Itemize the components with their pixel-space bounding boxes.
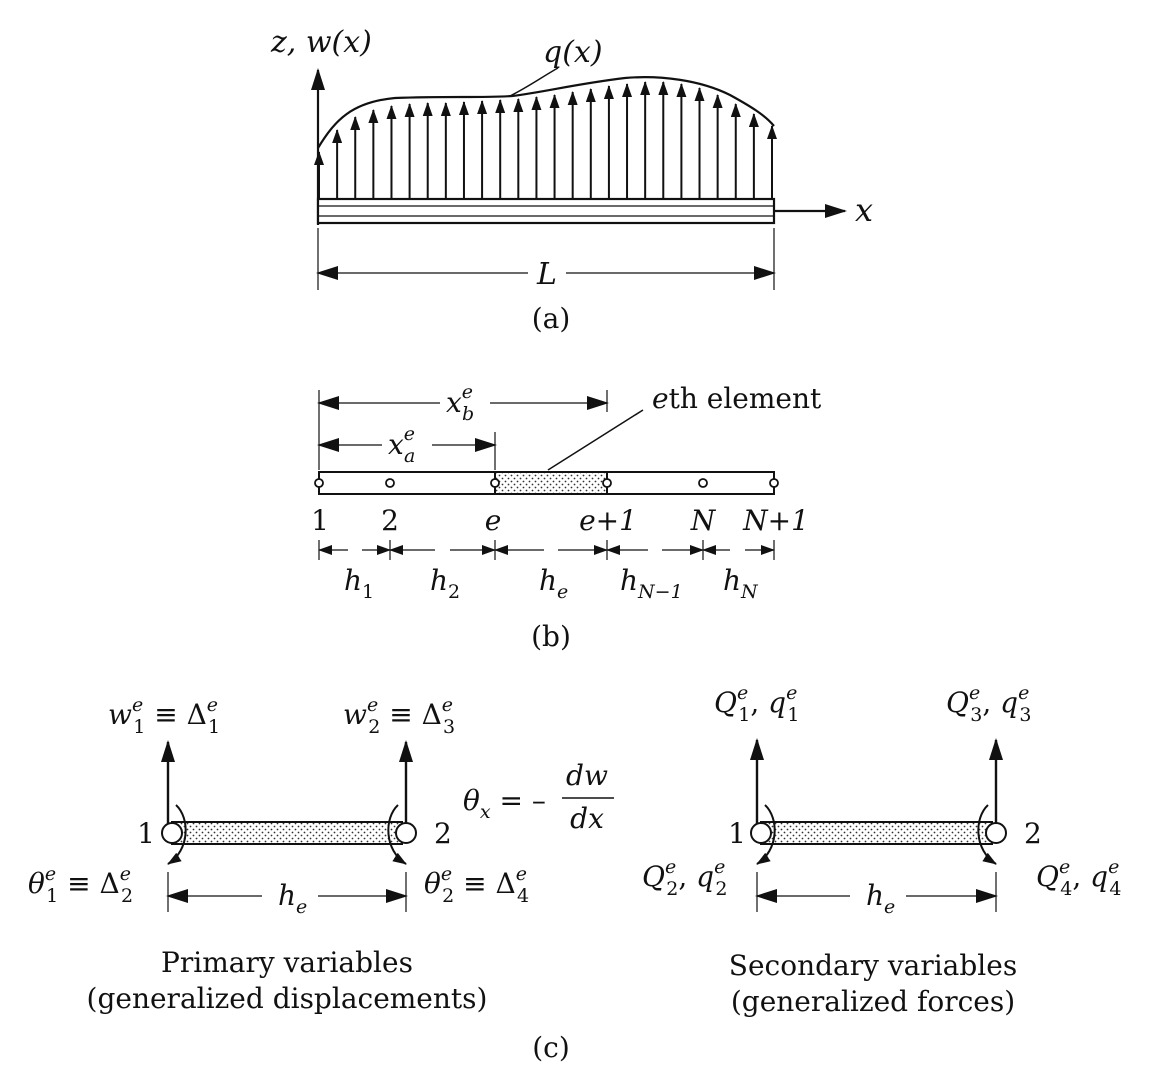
panel-a: z, w(x) x q(x) L (a): [270, 25, 873, 335]
q2-label: Qe 2, qe 2: [642, 856, 727, 900]
primary-length-label: he: [278, 879, 307, 918]
q1-label: Qe 1, qe 1: [714, 682, 799, 726]
primary-node-label-1: 1: [137, 817, 155, 850]
node-label-2: 2: [381, 504, 399, 537]
panel-c-primary: we 1 ≡ Δe 1 we 2 ≡ Δe 3 1 2 θe 1 ≡ Δe 2 θe 2 ≡ …: [28, 694, 529, 1015]
panel-c-secondary: Qe 1, qe 1 Qe 3, qe 3 1 2 Qe 2, qe 2 Qe 4, qe 4 …: [642, 682, 1121, 1018]
panel-b: xe b xe a eth element 1 2 e e+1 N N+1: [311, 381, 822, 653]
secondary-element-bar: [760, 821, 993, 845]
w2-label: we 2 ≡ Δe 3: [343, 694, 455, 738]
span-label-hn: hN: [723, 564, 759, 603]
theta2-rotation-arrow: [387, 804, 407, 865]
node-label-e-plus-1: e+1: [579, 504, 637, 537]
node-label-n-plus-1: N+1: [742, 504, 809, 537]
mesh-node: [602, 478, 612, 488]
secondary-node-label-1: 1: [728, 817, 746, 850]
span-label-hn-minus-1: hN−1: [620, 564, 683, 603]
xb-label: xe b: [446, 381, 474, 425]
primary-title-line2: (generalized displacements): [87, 982, 488, 1015]
span-label-he: he: [539, 564, 568, 603]
length-label: L: [536, 257, 557, 292]
primary-element-bar: [171, 821, 403, 845]
x-axis-label: x: [855, 191, 873, 229]
mesh-nodes: [314, 478, 779, 488]
beam: [316, 197, 776, 225]
theta-numerator: dw: [566, 759, 608, 792]
theta-lhs: θx = –: [463, 784, 546, 823]
load-label-leader: [509, 67, 559, 97]
node-label-n: N: [690, 504, 717, 537]
span-dimensions: [318, 540, 775, 560]
distributed-load-arrows: [314, 81, 777, 199]
span-label-h1: h1: [344, 564, 374, 603]
mesh-node: [490, 478, 500, 488]
node-label-e: e: [485, 504, 502, 537]
xa-label: xe a: [388, 423, 415, 467]
node-label-1: 1: [311, 504, 329, 537]
secondary-length-label: he: [866, 879, 895, 918]
z-axis-label: z, w(x): [270, 25, 372, 60]
primary-node-2: [395, 822, 417, 844]
eth-element-shading: [495, 473, 607, 493]
load-curve: [317, 76, 775, 149]
theta-denominator: dx: [570, 802, 604, 835]
secondary-title-line1: Secondary variables: [729, 949, 1017, 982]
theta1-label: θe 1 ≡ Δe 2: [28, 863, 133, 907]
q4-moment-arrow: [977, 804, 997, 865]
q4-label: Qe 4, qe 4: [1036, 856, 1121, 900]
caption-c: (c): [532, 1031, 570, 1064]
w1-label: we 1 ≡ Δe 1: [108, 694, 220, 738]
q2-moment-arrow: [756, 804, 776, 865]
secondary-node-label-2: 2: [1024, 817, 1042, 850]
theta-definition: θx = – dw dx: [463, 759, 614, 835]
q3-label: Qe 3, qe 3: [946, 682, 1031, 726]
primary-node-1: [161, 822, 183, 844]
mesh-node: [769, 478, 779, 488]
caption-a: (a): [532, 302, 571, 335]
theta2-label: θe 2 ≡ Δe 4: [424, 863, 529, 907]
load-label: q(x): [543, 35, 603, 70]
secondary-node-1: [750, 822, 772, 844]
mesh-node: [385, 478, 395, 488]
mesh-node: [314, 478, 324, 488]
eth-element-leader: [547, 409, 644, 471]
primary-title-line1: Primary variables: [161, 946, 413, 979]
span-label-h2: h2: [430, 564, 460, 603]
theta1-rotation-arrow: [167, 804, 187, 865]
eth-element-label: eth element: [652, 382, 822, 415]
caption-b: (b): [531, 620, 571, 653]
secondary-title-line2: (generalized forces): [731, 985, 1015, 1018]
primary-node-label-2: 2: [434, 817, 452, 850]
secondary-node-2: [985, 822, 1007, 844]
mesh-node: [698, 478, 708, 488]
